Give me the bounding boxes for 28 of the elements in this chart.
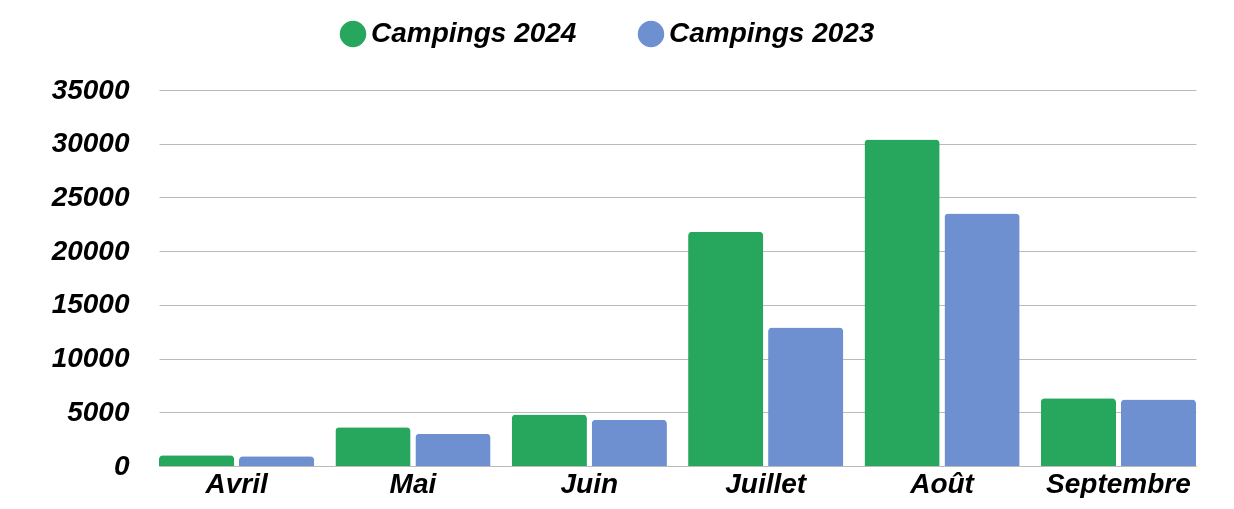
y-tick-label: 0	[113, 449, 130, 481]
x-tick-label: Septembre	[1046, 467, 1191, 499]
bar	[864, 139, 940, 466]
x-tick-label: Avril	[204, 467, 269, 499]
y-tick-label: 20000	[50, 234, 130, 266]
y-tick-label: 35000	[51, 73, 130, 105]
bar	[688, 231, 764, 466]
bar	[1120, 399, 1196, 466]
bar	[591, 419, 667, 466]
bar	[239, 456, 315, 466]
x-tick-label: Mai	[389, 467, 438, 499]
y-tick-label: 25000	[50, 180, 130, 212]
y-tick-label: 30000	[51, 127, 130, 159]
bar	[1040, 398, 1116, 466]
legend-label: Campings 2023	[669, 17, 875, 48]
y-tick-label: 10000	[51, 342, 130, 374]
bar	[768, 327, 844, 466]
bar	[159, 455, 235, 466]
x-tick-label: Juillet	[725, 467, 808, 499]
y-tick-label: 5000	[67, 395, 130, 427]
bar	[415, 433, 491, 466]
y-tick-label: 15000	[51, 288, 130, 320]
bar	[511, 414, 587, 466]
legend-label: Campings 2024	[371, 17, 577, 48]
bar	[944, 213, 1020, 466]
x-tick-label: Juin	[560, 467, 619, 499]
x-tick-label: Août	[909, 467, 976, 499]
bar	[335, 427, 411, 466]
